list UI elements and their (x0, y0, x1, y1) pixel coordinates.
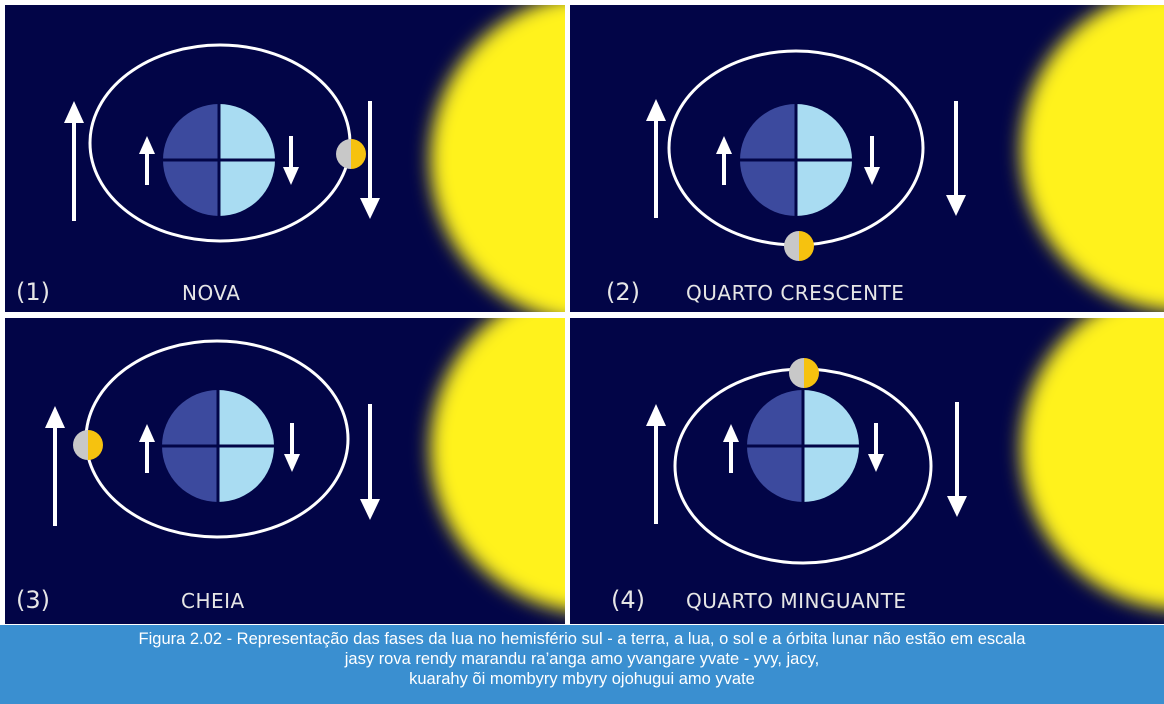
sun (430, 318, 565, 611)
panel-3-illustration (45, 318, 565, 611)
panel-1-illustration (64, 5, 565, 312)
sun (1021, 5, 1164, 311)
phase-label: CHEIA (181, 589, 245, 613)
panel-2-illustration (646, 5, 1164, 311)
caption-line-1: Figura 2.02 - Representação das fases da… (138, 630, 1026, 648)
figure-caption: Figura 2.02 - Representação das fases da… (0, 625, 1164, 704)
panel-first-quarter: (2) QUARTO CRESCENTE (570, 5, 1164, 312)
phase-label: QUARTO CRESCENTE (686, 281, 905, 305)
panel-number: (2) (606, 278, 640, 306)
panel-number: (1) (16, 278, 50, 306)
panel-last-quarter: (4) QUARTO MINGUANTE (570, 318, 1164, 624)
panel-number: (3) (16, 586, 50, 614)
phase-label: NOVA (182, 281, 241, 305)
earth (162, 390, 274, 502)
earth (747, 390, 859, 502)
caption-line-2: jasy rova rendy marandu ra’anga amo yvan… (344, 650, 820, 668)
moon (784, 231, 814, 261)
moon (73, 430, 103, 460)
caption-line-3: kuarahy õi mombyry mbyry ojohugui amo yv… (409, 670, 755, 688)
phase-label: QUARTO MINGUANTE (686, 589, 907, 613)
moon (789, 358, 819, 388)
earth (163, 104, 275, 216)
sun (430, 5, 565, 312)
panel-full-moon: (3) CHEIA (5, 318, 565, 624)
panel-number: (4) (611, 586, 645, 614)
panel-4-illustration (646, 318, 1164, 609)
moon (336, 139, 366, 169)
earth (740, 104, 852, 216)
sun (1021, 318, 1164, 609)
panel-new-moon: (1) NOVA (5, 5, 565, 312)
